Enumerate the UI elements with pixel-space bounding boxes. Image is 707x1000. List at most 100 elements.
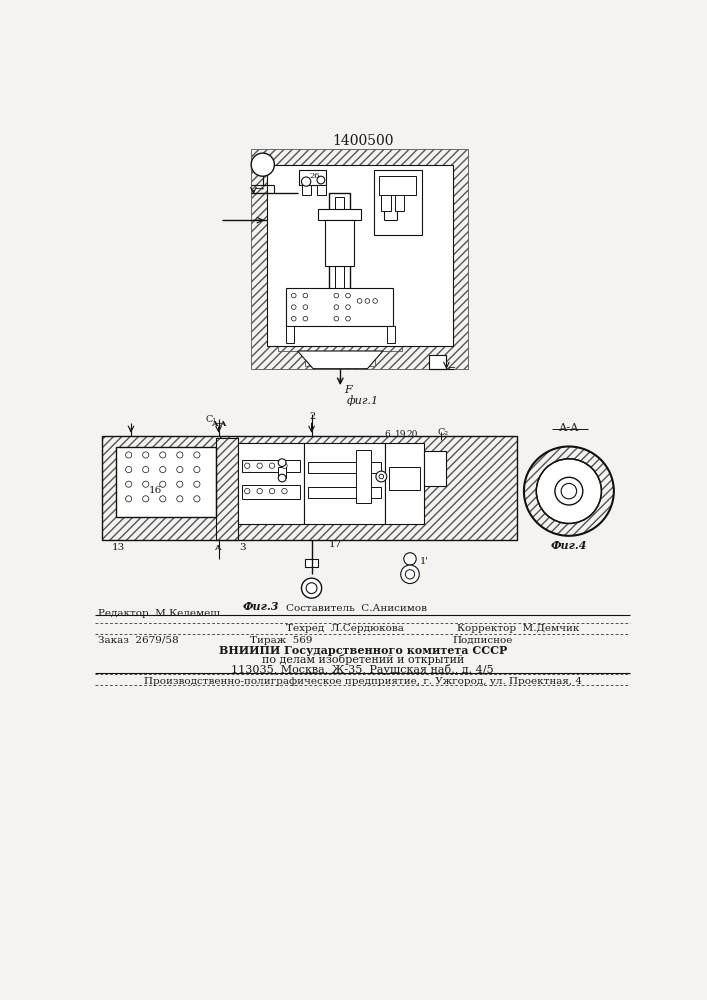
Circle shape — [306, 583, 317, 594]
Circle shape — [245, 488, 250, 494]
Bar — [329, 193, 351, 301]
Bar — [267, 269, 329, 288]
Circle shape — [291, 305, 296, 309]
Circle shape — [177, 496, 183, 502]
Circle shape — [379, 474, 384, 479]
Circle shape — [251, 153, 274, 176]
Circle shape — [303, 316, 308, 321]
Bar — [373, 170, 421, 235]
Bar — [301, 185, 311, 195]
Bar — [381, 195, 391, 211]
Circle shape — [334, 293, 339, 298]
Bar — [238, 443, 304, 524]
Bar — [242, 485, 300, 499]
Bar — [389, 491, 420, 505]
Circle shape — [126, 481, 132, 487]
Bar — [299, 170, 327, 185]
Bar — [317, 209, 361, 220]
Circle shape — [143, 452, 149, 458]
Text: →: → — [255, 184, 264, 194]
Bar — [305, 353, 375, 366]
Circle shape — [301, 177, 311, 186]
Text: 3: 3 — [240, 544, 246, 552]
Bar — [242, 446, 300, 460]
Bar — [564, 487, 573, 496]
Bar — [429, 355, 446, 369]
Bar — [304, 443, 385, 524]
Text: A: A — [211, 420, 218, 428]
Circle shape — [405, 570, 414, 579]
Circle shape — [160, 496, 166, 502]
Bar — [103, 436, 517, 540]
Text: Фиг.4: Фиг.4 — [551, 540, 587, 551]
Circle shape — [269, 488, 275, 494]
Circle shape — [334, 305, 339, 309]
Circle shape — [555, 477, 583, 505]
Circle shape — [561, 483, 577, 499]
Circle shape — [194, 481, 200, 487]
Text: 20: 20 — [407, 430, 419, 439]
Text: A: A — [219, 420, 226, 428]
Bar — [103, 436, 517, 540]
Circle shape — [291, 293, 296, 298]
Bar — [267, 193, 329, 212]
Text: Тираж  569: Тираж 569 — [250, 636, 312, 645]
Circle shape — [160, 481, 166, 487]
Bar — [308, 462, 381, 473]
Circle shape — [401, 565, 419, 584]
Bar — [395, 195, 404, 211]
Bar — [426, 453, 443, 483]
Text: 13: 13 — [112, 544, 125, 552]
Circle shape — [346, 316, 351, 321]
Circle shape — [291, 316, 296, 321]
Bar — [308, 474, 381, 486]
Text: А-А: А-А — [559, 423, 579, 433]
Circle shape — [160, 452, 166, 458]
Circle shape — [357, 299, 362, 303]
Circle shape — [143, 481, 149, 487]
Bar — [308, 487, 381, 498]
Bar — [317, 185, 327, 195]
Circle shape — [194, 452, 200, 458]
Bar — [216, 438, 238, 540]
Circle shape — [177, 466, 183, 473]
Text: 113035, Москва, Ж-35, Раушская наб., д. 4/5: 113035, Москва, Ж-35, Раушская наб., д. … — [231, 664, 494, 675]
Text: Подписное: Подписное — [452, 636, 513, 645]
Text: 6: 6 — [385, 430, 390, 439]
Text: по делам изобретений и открытий: по делам изобретений и открытий — [262, 654, 464, 665]
Circle shape — [365, 299, 370, 303]
Circle shape — [376, 471, 387, 482]
Bar — [279, 324, 402, 351]
Bar — [242, 460, 300, 472]
Bar — [279, 466, 286, 478]
Bar — [561, 483, 577, 499]
Circle shape — [177, 481, 183, 487]
Text: 1': 1' — [420, 557, 429, 566]
Circle shape — [143, 466, 149, 473]
Bar — [379, 176, 416, 195]
Text: Производственно-полиграфическое предприятие, г. Ужгород, ул. Проектная, 4: Производственно-полиграфическое предприя… — [144, 677, 582, 686]
Bar — [356, 450, 371, 503]
Text: F: F — [344, 385, 352, 395]
Polygon shape — [298, 351, 383, 369]
Circle shape — [160, 466, 166, 473]
Text: 19: 19 — [395, 430, 406, 439]
Text: Корректор  М.Демчик: Корректор М.Демчик — [457, 624, 579, 633]
Circle shape — [317, 176, 325, 184]
Text: 26: 26 — [309, 172, 320, 180]
Bar — [308, 447, 381, 461]
Text: Техред  Л.Сердюкова: Техред Л.Сердюкова — [286, 624, 404, 633]
Circle shape — [194, 466, 200, 473]
Bar — [357, 451, 370, 465]
Text: Составитель  С.Анисимов: Составитель С.Анисимов — [286, 604, 427, 613]
Circle shape — [257, 488, 262, 494]
Circle shape — [126, 452, 132, 458]
Bar — [242, 473, 300, 484]
Circle shape — [177, 452, 183, 458]
Bar — [351, 269, 420, 288]
Text: фиг.1: фиг.1 — [346, 396, 379, 406]
Bar — [305, 559, 317, 567]
Text: Редактор  М.Келемеш: Редактор М.Келемеш — [98, 609, 220, 618]
Circle shape — [194, 496, 200, 502]
Bar — [325, 220, 354, 266]
